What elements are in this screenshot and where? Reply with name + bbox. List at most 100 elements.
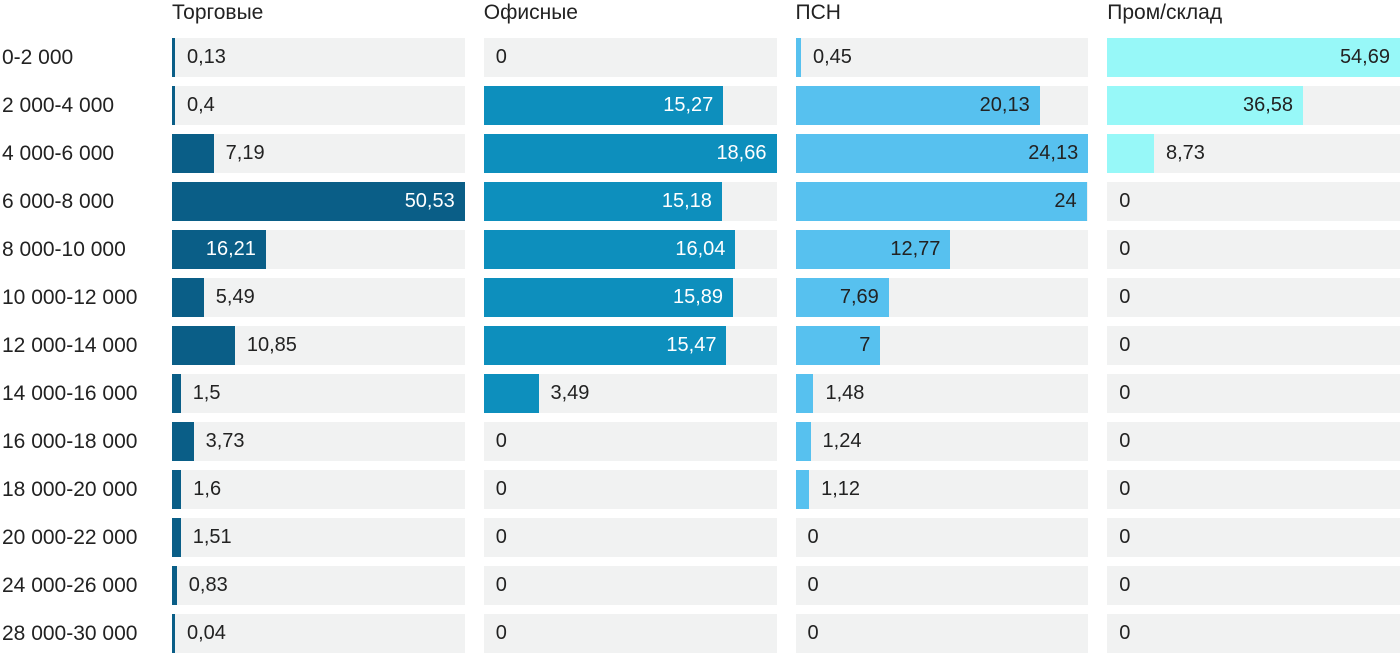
bar-track: 0 xyxy=(1107,422,1400,461)
bar: 54,69 xyxy=(1107,38,1400,77)
bar-track: 15,47 xyxy=(483,326,777,365)
value-label: 0 xyxy=(1119,238,1131,260)
bar: 16,21 xyxy=(172,230,266,269)
value-label: 0 xyxy=(1119,526,1131,548)
bar-track: 0 xyxy=(1107,326,1400,365)
corner-spacer xyxy=(0,0,153,29)
value-label: 0,13 xyxy=(187,46,226,68)
value-label: 0 xyxy=(495,478,507,500)
value-label: 36,58 xyxy=(1242,94,1294,116)
bar xyxy=(172,422,194,461)
bar-track: 0 xyxy=(483,566,777,605)
value-label: 0 xyxy=(1119,382,1131,404)
bar-track: 18,66 xyxy=(483,134,777,173)
row-label: 6 000-8 000 xyxy=(2,189,115,213)
value-label: 18,66 xyxy=(716,142,767,164)
value-label: 0 xyxy=(495,622,507,644)
column-header-0: Торговые xyxy=(172,1,264,24)
value-label: 12,77 xyxy=(890,238,941,260)
bar-track: 0 xyxy=(483,470,777,509)
bar-track: 20,13 xyxy=(795,86,1089,125)
bar-track: 16,21 xyxy=(172,230,465,269)
value-label: 15,27 xyxy=(663,94,714,116)
bar-track: 0 xyxy=(483,38,777,77)
value-label: 50,53 xyxy=(404,190,455,212)
bar-track: 15,18 xyxy=(483,182,777,221)
bar: 36,58 xyxy=(1107,86,1304,125)
value-label: 1,12 xyxy=(821,478,861,500)
bar-track: 0 xyxy=(1107,614,1400,653)
value-label: 0 xyxy=(1119,190,1131,212)
bar-track: 15,89 xyxy=(483,278,777,317)
bar-track: 16,04 xyxy=(483,230,777,269)
bar-track: 1,12 xyxy=(795,470,1089,509)
value-label: 1,51 xyxy=(192,526,232,548)
column-header-1: Офисные xyxy=(483,1,578,24)
value-label: 54,69 xyxy=(1339,46,1390,68)
bar: 20,13 xyxy=(795,86,1040,125)
bar-track: 0 xyxy=(1107,566,1400,605)
bar-track: 7,19 xyxy=(172,134,465,173)
bar xyxy=(172,518,181,557)
value-label: 15,18 xyxy=(661,190,712,212)
bar-track: 24 xyxy=(795,182,1089,221)
bar xyxy=(172,326,235,365)
bar-track: 0 xyxy=(1107,182,1400,221)
value-label: 0 xyxy=(1119,430,1131,452)
bar-track: 0 xyxy=(795,566,1089,605)
bar: 15,18 xyxy=(483,182,722,221)
value-label: 0 xyxy=(807,622,819,644)
value-label: 0 xyxy=(1119,286,1131,308)
value-label: 0,45 xyxy=(812,46,852,68)
row-label: 2 000-4 000 xyxy=(2,93,115,117)
bar-track: 8,73 xyxy=(1107,134,1400,173)
bar-track: 0,04 xyxy=(172,614,465,653)
bar xyxy=(172,278,204,317)
value-label: 0 xyxy=(1119,478,1131,500)
bar xyxy=(172,614,175,653)
bar-track: 3,49 xyxy=(483,374,777,413)
value-label: 16,21 xyxy=(205,238,256,260)
bar-track: 5,49 xyxy=(172,278,465,317)
row-label: 14 000-16 000 xyxy=(2,381,138,405)
value-label: 1,6 xyxy=(193,478,222,500)
bar-track: 1,5 xyxy=(172,374,465,413)
value-label: 1,48 xyxy=(825,382,865,404)
value-label: 0 xyxy=(1119,574,1131,596)
bar xyxy=(795,374,814,413)
bar-track: 0 xyxy=(795,614,1089,653)
bar: 12,77 xyxy=(795,230,951,269)
bar: 50,53 xyxy=(172,182,465,221)
bar xyxy=(172,470,182,509)
bar-track: 7 xyxy=(795,326,1089,365)
bar xyxy=(795,38,801,77)
value-label: 20,13 xyxy=(979,94,1030,116)
bar xyxy=(1107,134,1154,173)
value-label: 0 xyxy=(807,526,819,548)
bar-track: 0 xyxy=(483,518,777,557)
bar-track: 1,48 xyxy=(795,374,1089,413)
value-label: 0 xyxy=(807,574,819,596)
bar-track: 0 xyxy=(795,518,1089,557)
bar-track: 0,45 xyxy=(795,38,1089,77)
row-label: 4 000-6 000 xyxy=(2,141,115,165)
value-label: 15,47 xyxy=(666,334,717,356)
bar-track: 3,73 xyxy=(172,422,465,461)
value-label: 1,5 xyxy=(192,382,221,404)
bar-track: 24,13 xyxy=(795,134,1089,173)
bar: 24,13 xyxy=(795,134,1089,173)
row-label: 28 000-30 000 xyxy=(2,621,138,645)
bar-track: 0 xyxy=(1107,278,1400,317)
value-label: 5,49 xyxy=(215,286,255,308)
value-label: 1,24 xyxy=(822,430,862,452)
value-label: 0 xyxy=(495,430,507,452)
value-label: 0 xyxy=(495,574,507,596)
bar: 15,89 xyxy=(483,278,734,317)
value-label: 10,85 xyxy=(246,334,297,356)
column-header-2: ПСН xyxy=(795,1,841,24)
value-label: 0 xyxy=(1119,622,1131,644)
value-label: 0,83 xyxy=(188,574,228,596)
bar-track: 0,83 xyxy=(172,566,465,605)
bar xyxy=(172,86,175,125)
bar-track: 36,58 xyxy=(1107,86,1400,125)
